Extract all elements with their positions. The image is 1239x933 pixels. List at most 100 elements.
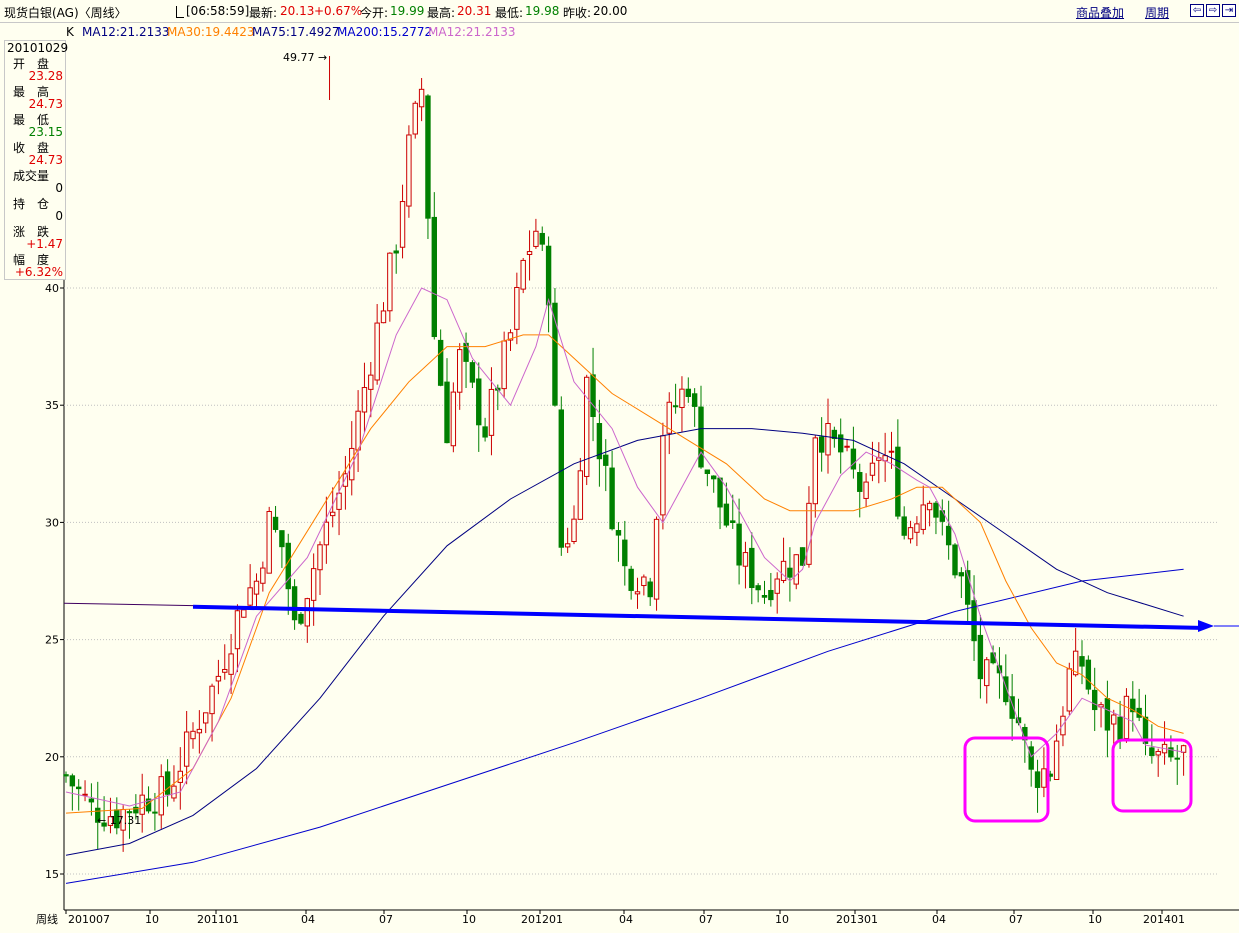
highlight-box-2 — [1111, 738, 1193, 813]
candle-body — [806, 502, 812, 565]
candle-body — [825, 423, 831, 456]
candle-body — [768, 589, 774, 601]
candle-body — [1104, 698, 1111, 731]
low-value: 19.98 — [525, 4, 560, 18]
candle-body — [558, 409, 564, 548]
period-link[interactable]: 周期 — [1145, 6, 1170, 20]
candle-body — [787, 567, 793, 578]
x-tick-label: 04 — [932, 913, 946, 926]
candle-body — [717, 477, 723, 508]
candle-body — [247, 587, 253, 606]
candle-body — [920, 504, 926, 530]
candle-body — [158, 776, 164, 816]
y-tick-label: 15 — [45, 868, 59, 881]
x-tick-label: 10 — [1088, 913, 1102, 926]
y-tick-label: 20 — [45, 751, 59, 764]
info-chg: +1.47 — [26, 237, 63, 251]
candle-body — [304, 598, 311, 627]
candle-body — [342, 473, 349, 487]
candle-body — [1174, 757, 1180, 760]
x-tick-label: 201101 — [197, 913, 239, 926]
candle-body — [774, 578, 780, 594]
candle-body — [476, 378, 482, 426]
candle-body — [514, 286, 520, 330]
info-low: 23.15 — [28, 125, 63, 139]
candle-body — [793, 554, 799, 585]
max-label: 49.77 → — [283, 51, 327, 64]
nav-left-button[interactable]: ⇦ — [1190, 4, 1204, 17]
x-tick-label: 07 — [1009, 913, 1023, 926]
candle-body — [603, 454, 609, 466]
x-tick-label: 201007 — [68, 913, 110, 926]
ma200-line — [65, 568, 1184, 884]
candle-body — [450, 391, 457, 447]
candle-body — [336, 492, 342, 510]
candle-body — [984, 659, 990, 687]
candle-body — [1053, 740, 1060, 781]
legend-ma30: MA30:19.4423 — [167, 25, 255, 39]
candle-body — [95, 807, 101, 823]
ma-lines — [63, 287, 1184, 884]
candle-body — [863, 481, 869, 499]
info-amp-label: 幅度 — [13, 253, 62, 267]
candle-body — [469, 362, 476, 383]
candles — [63, 78, 1187, 852]
candle-body — [260, 567, 266, 584]
title-bar: 现货白银(AG)〈周线〉 [06:58:59] 最新: 20.13 +0.67%… — [0, 0, 1239, 23]
legend-ma75: MA75:17.4927 — [252, 25, 340, 39]
trend-arrow-head — [1198, 620, 1214, 632]
overlay-link[interactable]: 商品叠加 — [1076, 6, 1125, 20]
info-low-label: 最低 — [13, 113, 62, 127]
candle-body — [685, 388, 691, 397]
info-open: 23.28 — [28, 69, 63, 83]
info-amp: +6.32% — [14, 265, 63, 279]
candle-body — [857, 472, 863, 492]
period-label: 周线 — [36, 912, 58, 926]
x-tick-label: 07 — [379, 913, 393, 926]
candle-body — [482, 426, 488, 438]
candle-body — [222, 668, 228, 673]
candle-body — [234, 610, 241, 650]
candle-body — [368, 374, 374, 390]
candle-body — [241, 609, 247, 618]
candle-body — [412, 102, 418, 135]
candle-body — [869, 462, 876, 476]
candle-body — [590, 374, 596, 418]
candle-body — [539, 232, 545, 245]
nav-right-button[interactable]: ⇨ — [1206, 4, 1220, 17]
candle-body — [698, 406, 704, 468]
candle-body — [647, 581, 653, 598]
candle-body — [577, 470, 584, 520]
candle-body — [666, 401, 672, 434]
candle-body — [209, 685, 215, 715]
candle-body — [584, 376, 590, 477]
x-tick-label: 04 — [619, 913, 633, 926]
candle-body — [818, 436, 825, 453]
candle-body — [761, 595, 768, 598]
candle-body — [1066, 668, 1072, 712]
candle-body — [196, 728, 203, 734]
candle-body — [1130, 698, 1136, 713]
candle-body — [425, 95, 431, 219]
prev-label: 昨收: — [563, 6, 592, 20]
candle-body — [380, 310, 387, 324]
candle-body — [133, 806, 139, 814]
candle-body — [1111, 714, 1117, 725]
x-tick-label: 07 — [699, 913, 713, 926]
candle-body — [736, 523, 742, 566]
candle-body — [190, 730, 196, 740]
info-volume: 0 — [55, 181, 63, 195]
candle-body — [418, 88, 425, 108]
info-chg-label: 涨跌 — [13, 225, 62, 239]
nav-end-button[interactable]: ⇥ — [1222, 4, 1236, 17]
candle-body — [545, 245, 552, 306]
ma30-line — [65, 334, 1184, 814]
candle-body — [1003, 676, 1009, 703]
candle-body — [126, 811, 133, 814]
candle-body — [76, 786, 82, 790]
candle-body — [672, 405, 679, 408]
candle-body — [437, 339, 444, 386]
y-tick-label: 30 — [45, 516, 59, 529]
candle-body — [564, 543, 571, 548]
